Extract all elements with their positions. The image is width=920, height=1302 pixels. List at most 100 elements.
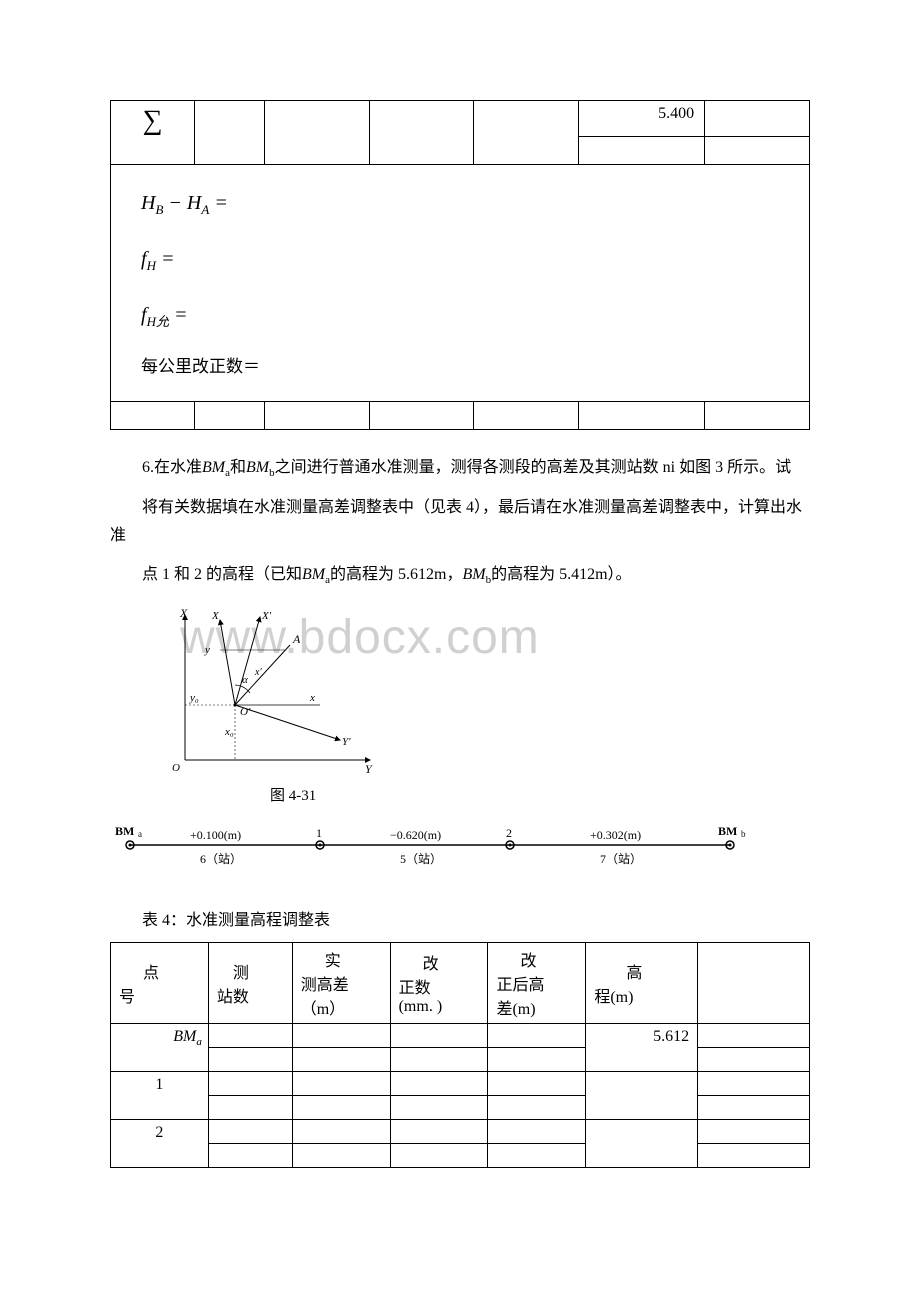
t1-c5 — [474, 101, 579, 165]
t4-r2c3b — [292, 1096, 390, 1120]
svg-text:y: y — [204, 644, 210, 656]
svg-text:+0.302(m): +0.302(m) — [590, 828, 641, 842]
svg-text:6（站）: 6（站） — [200, 852, 242, 866]
svg-text:X: X — [179, 606, 188, 620]
t4-r3c3a — [292, 1120, 390, 1144]
svg-text:x': x' — [254, 667, 262, 678]
svg-text:1: 1 — [316, 826, 322, 840]
t1-b6 — [579, 401, 705, 429]
svg-text:O': O' — [240, 706, 251, 718]
t4-r2c4a — [390, 1072, 488, 1096]
formula-block: HB − HA = fH = fH允 = 每公里改正数＝ — [111, 165, 810, 402]
t4-r1c7a — [698, 1024, 810, 1048]
svg-text:Y: Y — [365, 762, 373, 775]
t1-b3 — [264, 401, 369, 429]
t4-r3c3b — [292, 1144, 390, 1168]
t1-c6-value: 5.400 — [579, 101, 705, 137]
t4-bma: BMa — [111, 1024, 209, 1072]
formula-fh-allow: fH允 = — [141, 287, 809, 343]
t4-bma-elev: 5.612 — [586, 1024, 698, 1072]
svg-text:x₀: x₀ — [224, 726, 234, 738]
t4-r2c4b — [390, 1096, 488, 1120]
t4-h1: 点号 — [111, 943, 209, 1024]
t1-b2 — [194, 401, 264, 429]
t4-r2c7a — [698, 1072, 810, 1096]
t4-r2c2b — [208, 1096, 292, 1120]
t4-h4: 改正数(mm. ) — [390, 943, 488, 1024]
table-1-fragment: ∑ 5.400 HB − HA = fH = fH允 = 每公里改正数＝ — [110, 100, 810, 430]
t4-r1c2b — [208, 1048, 292, 1072]
table-4: 点号 测站数 实测高差（m） 改正数(mm. ) 改正后高差(m) 高程(m) … — [110, 942, 810, 1168]
t1-c7b — [705, 137, 810, 165]
leveling-svg: BM a BM b 1 2 +0.100(m) −0.620(m) +0.302… — [110, 823, 750, 873]
t4-h6: 高程(m) — [586, 943, 698, 1024]
t4-r1c5b — [488, 1048, 586, 1072]
question-6-line1: 6.在水准BMa和BMb之间进行普通水准测量，测得各测段的高差及其测站数 ni … — [110, 454, 810, 484]
leveling-line-diagram: BM a BM b 1 2 +0.100(m) −0.620(m) +0.302… — [110, 823, 810, 878]
t4-r1c3b — [292, 1048, 390, 1072]
t4-pt2: 2 — [111, 1120, 209, 1168]
svg-text:X': X' — [261, 610, 272, 622]
svg-text:Y': Y' — [342, 736, 351, 748]
svg-text:X: X — [211, 610, 220, 622]
t4-r2c5b — [488, 1096, 586, 1120]
t1-c3 — [264, 101, 369, 165]
svg-text:O: O — [172, 762, 180, 774]
t4-r3c4b — [390, 1144, 488, 1168]
svg-text:y₀: y₀ — [189, 692, 199, 704]
t4-h3: 实测高差（m） — [292, 943, 390, 1024]
svg-text:α: α — [242, 674, 248, 686]
t4-r3c5b — [488, 1144, 586, 1168]
svg-text:7（站）: 7（站） — [600, 852, 642, 866]
t4-r1c4a — [390, 1024, 488, 1048]
svg-text:+0.100(m): +0.100(m) — [190, 828, 241, 842]
svg-text:a: a — [138, 829, 142, 839]
sigma-cell: ∑ — [111, 101, 195, 165]
t4-r1c3a — [292, 1024, 390, 1048]
formula-hb-ha: HB − HA = — [141, 175, 809, 231]
t4-r2c5a — [488, 1072, 586, 1096]
t4-r3c6 — [586, 1120, 698, 1168]
figure-4-31-caption: 图 4-31 — [270, 784, 810, 805]
t4-r3c5a — [488, 1120, 586, 1144]
t4-r1c7b — [698, 1048, 810, 1072]
svg-text:b: b — [741, 829, 746, 839]
question-6-line2: 将有关数据填在水准测量高差调整表中（见表 4），最后请在水准测量高差调整表中，计… — [110, 494, 810, 552]
coord-diagram-svg: X Y O O' X X' Y' x y₀ A y α x' x₀ — [160, 605, 380, 775]
t1-b7 — [705, 401, 810, 429]
table-4-title: 表 4：水准测量高程调整表 — [110, 906, 810, 930]
svg-text:5（站）: 5（站） — [400, 852, 442, 866]
t4-r3c7a — [698, 1120, 810, 1144]
t1-b5 — [474, 401, 579, 429]
formula-fh: fH = — [141, 231, 809, 287]
t1-c7a — [705, 101, 810, 137]
t4-r2c7b — [698, 1096, 810, 1120]
t4-r2c2a — [208, 1072, 292, 1096]
svg-text:BM: BM — [718, 824, 737, 838]
t4-h2: 测站数 — [208, 943, 292, 1024]
formula-per-km: 每公里改正数＝ — [141, 343, 809, 391]
t1-b1 — [111, 401, 195, 429]
t4-h7 — [698, 943, 810, 1024]
t4-r1c2a — [208, 1024, 292, 1048]
svg-text:−0.620(m): −0.620(m) — [390, 828, 441, 842]
t4-r3c7b — [698, 1144, 810, 1168]
t1-c6b — [579, 137, 705, 165]
t1-c4 — [369, 101, 474, 165]
t4-r3c4a — [390, 1120, 488, 1144]
t4-r2c3a — [292, 1072, 390, 1096]
t4-r2c6 — [586, 1072, 698, 1120]
svg-text:2: 2 — [506, 826, 512, 840]
t1-b4 — [369, 401, 474, 429]
t4-pt1: 1 — [111, 1072, 209, 1120]
t4-r1c5a — [488, 1024, 586, 1048]
t1-c2 — [194, 101, 264, 165]
t4-r3c2a — [208, 1120, 292, 1144]
svg-text:BM: BM — [115, 824, 134, 838]
svg-text:x: x — [309, 692, 315, 704]
question-6-line3: 点 1 和 2 的高程（已知BMa的高程为 5.612m，BMb的高程为 5.4… — [110, 561, 810, 591]
t4-h5: 改正后高差(m) — [488, 943, 586, 1024]
figure-4-31: X Y O O' X X' Y' x y₀ A y α x' x₀ 图 4- — [160, 605, 810, 805]
t4-r1c4b — [390, 1048, 488, 1072]
svg-text:A: A — [292, 632, 301, 646]
